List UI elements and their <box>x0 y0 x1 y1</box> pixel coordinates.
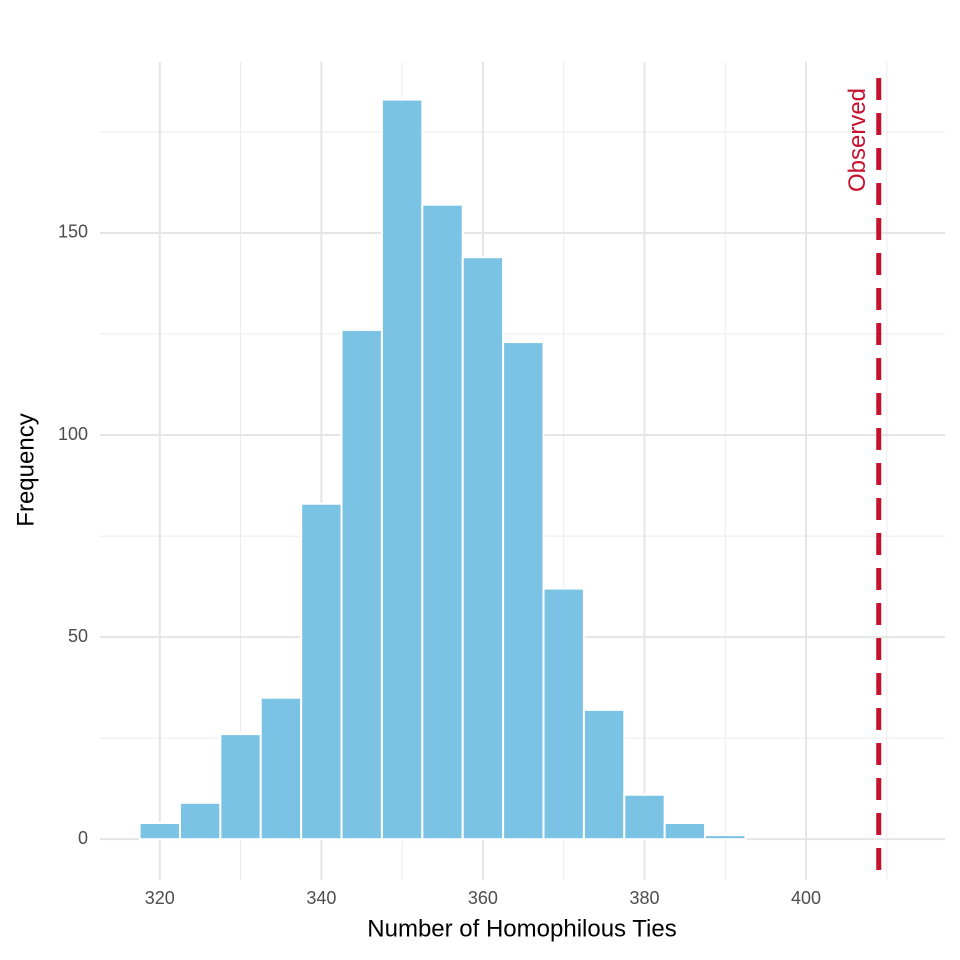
y-tick-label: 100 <box>58 424 88 444</box>
x-tick-label: 360 <box>468 888 498 908</box>
bar <box>582 708 626 841</box>
y-axis-title: Frequency <box>12 413 39 526</box>
x-tick-label: 340 <box>306 888 336 908</box>
y-tick-label: 50 <box>68 626 88 646</box>
y-tick-label: 150 <box>58 222 88 242</box>
bar <box>502 341 545 841</box>
x-tick-label: 400 <box>791 888 821 908</box>
x-tick-label: 380 <box>629 888 659 908</box>
bar <box>300 502 343 841</box>
y-tick-label: 0 <box>78 828 88 848</box>
x-axis-title: Number of Homophilous Ties <box>367 915 676 942</box>
bar <box>340 328 383 841</box>
bar <box>421 203 464 841</box>
bar <box>138 822 181 841</box>
bar <box>623 793 666 841</box>
bar <box>380 98 424 841</box>
bar <box>178 801 222 841</box>
bar <box>259 696 303 841</box>
bar <box>704 834 747 841</box>
bar <box>461 256 505 841</box>
bar <box>542 587 585 841</box>
x-tick-label: 320 <box>145 888 175 908</box>
reference-label: Observed <box>844 88 871 192</box>
bar <box>219 733 262 841</box>
bar <box>663 822 707 841</box>
